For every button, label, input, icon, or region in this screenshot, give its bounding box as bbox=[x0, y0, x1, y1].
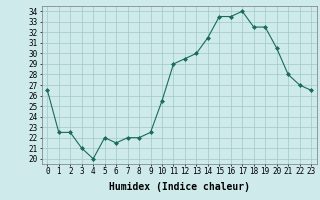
X-axis label: Humidex (Indice chaleur): Humidex (Indice chaleur) bbox=[109, 182, 250, 192]
